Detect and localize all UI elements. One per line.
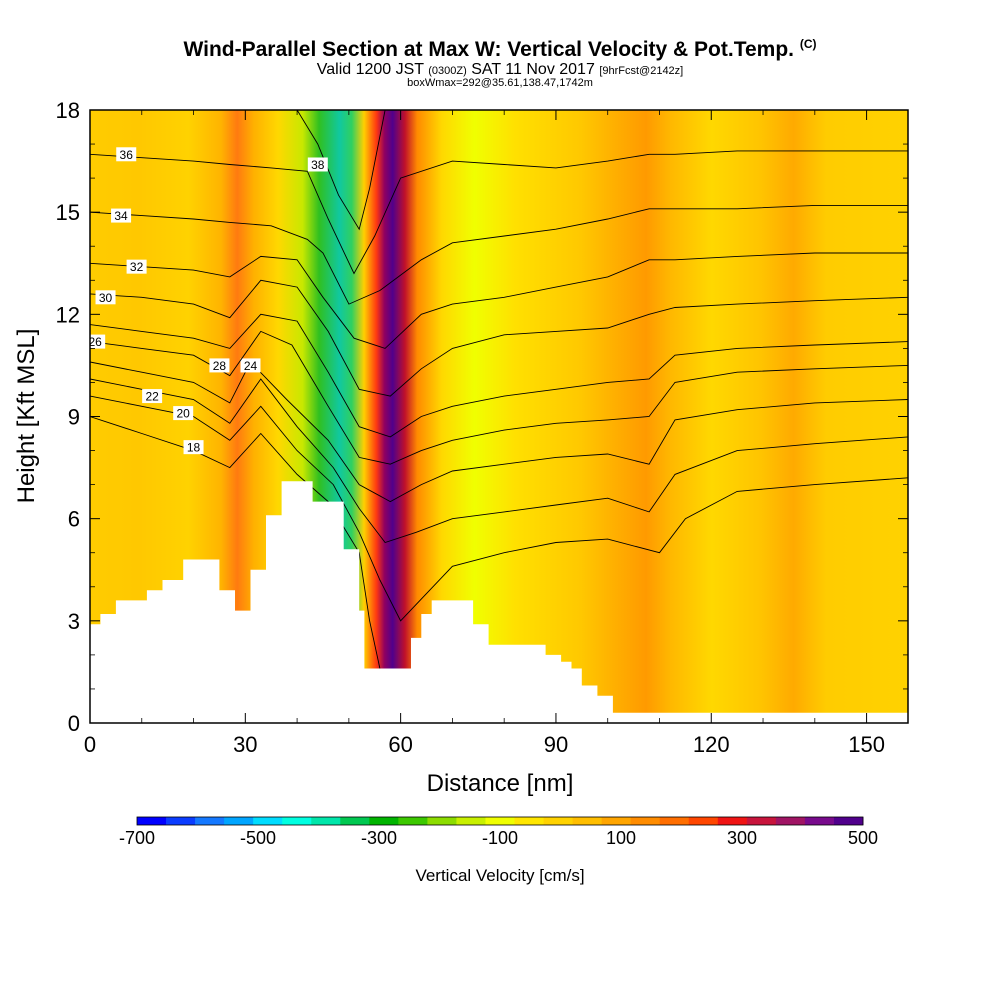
x-tick-label: 90 [544,732,568,757]
valid-time: Valid 1200 JST [316,61,424,78]
theta-contour-22 [90,378,908,544]
contour-label-20: 20 [177,407,191,421]
colorbar-swatch [195,817,225,825]
colorbar-swatch [311,817,341,825]
theta-contour-18 [90,416,381,669]
theta-contour-30 [90,279,908,397]
colorbar-swatch [659,817,690,825]
contour-label-22: 22 [145,390,159,404]
theta-contours: 18 20 22 24 26 28 30 32 34 36 38 [88,110,908,669]
contour-label-bg [142,389,163,404]
theta-contour-28 [90,313,908,438]
colorbar-swatch [833,817,864,825]
y-tick-label: 6 [68,507,80,532]
contour-label-bg [307,157,328,172]
contour-label-bg [95,290,116,305]
contour-label-38: 38 [311,158,325,172]
colorbar-tick-label: -300 [361,828,397,848]
colorbar-swatch [514,817,544,825]
contour-label-24: 24 [244,359,258,373]
y-tick-label: 9 [68,405,80,430]
contour-label-26: 26 [88,335,102,349]
theta-contour-24 [90,361,908,503]
x-tick-label: 120 [693,732,730,757]
colorbar-swatch [717,817,748,825]
x-tick-label: 0 [84,732,96,757]
contour-label-bg [116,147,137,162]
contour-label-bg [173,406,194,421]
chart-subtitle-2: boxWmax=292@35.61,138.47,1742m [407,77,593,89]
colorbar-frame [136,816,864,826]
plot-area: 18 20 22 24 26 28 30 32 34 36 38 [88,110,908,723]
colorbar-swatch [688,817,719,825]
colorbar-swatch [137,817,167,825]
x-tick-label: 60 [388,732,412,757]
chart-title: Wind-Parallel Section at Max W: Vertical… [0,37,1000,62]
colorbar-tick-label: 100 [606,828,636,848]
colorbar-tick-label: -500 [240,828,276,848]
contour-label-30: 30 [99,291,113,305]
contour-label-bg [90,334,106,349]
theta-contour-36 [90,150,908,275]
contour-label-bg [111,208,132,223]
contour-label-bg [126,259,147,274]
contour-label-36: 36 [120,148,134,162]
colorbar-tick-label: -700 [119,828,155,848]
copyright-mark: (C) [799,37,817,51]
colorbar-swatch [804,817,835,825]
chart-subtitle: Valid 1200 JST (0300Z) SAT 11 Nov 2017 [… [0,61,1000,79]
y-tick-label: 15 [56,200,80,225]
x-axis-label: Distance [nm] [427,770,574,797]
colorbar-swatch [340,817,370,825]
theta-contour-26 [90,330,908,465]
y-axis-label: Height [Kft MSL] [13,329,40,504]
colorbar-swatch [775,817,806,825]
theta-contour-32 [90,252,908,349]
y-tick-label: 0 [68,711,80,736]
valid-time-utc: (0300Z) [428,65,467,77]
colorbar-swatch [485,817,515,825]
valid-date: SAT 11 Nov 2017 [471,61,595,78]
contour-label-28: 28 [213,359,227,373]
chart-title-text: Wind-Parallel Section at Max W: Vertical… [183,38,794,61]
contour-label-bg [209,358,230,373]
terrain [90,481,908,723]
colorbar-swatch [427,817,457,825]
y-tick-label: 18 [56,98,80,123]
colorbar-tick-label: 500 [848,828,878,848]
colorbar-swatch [398,817,428,825]
colorbar-tick-label: -100 [482,828,518,848]
colorbar-swatch [253,817,283,825]
colorbar-label: Vertical Velocity [cm/s] [415,866,584,885]
colorbar-swatch [630,817,661,825]
colorbar-swatch [601,817,632,825]
theta-contour-34 [90,204,908,305]
forecast-info: [9hrFcst@2142z] [599,65,684,77]
x-tick-label: 30 [233,732,257,757]
contour-label-bg [240,358,261,373]
colorbar-swatch [456,817,486,825]
y-tick-label: 12 [56,302,80,327]
contour-label-34: 34 [114,209,128,223]
contour-label-32: 32 [130,260,144,274]
colorbar-swatch [369,817,399,825]
theta-contour-38 [296,110,386,231]
y-tick-label: 3 [68,609,80,634]
contour-label-18: 18 [187,441,201,455]
colorbar-tick-label: 300 [727,828,757,848]
contour-label-bg [183,440,204,455]
colorbar: -700 -500 -300 -100 100 300 500 [119,816,878,848]
colorbar-swatch [543,817,573,825]
theta-contour-20 [90,395,908,622]
colorbar-swatch [746,817,777,825]
colorbar-swatch [166,817,196,825]
colorbar-swatch [572,817,603,825]
x-tick-label: 150 [848,732,885,757]
colorbar-swatch [282,817,312,825]
colorbar-swatch [224,817,254,825]
